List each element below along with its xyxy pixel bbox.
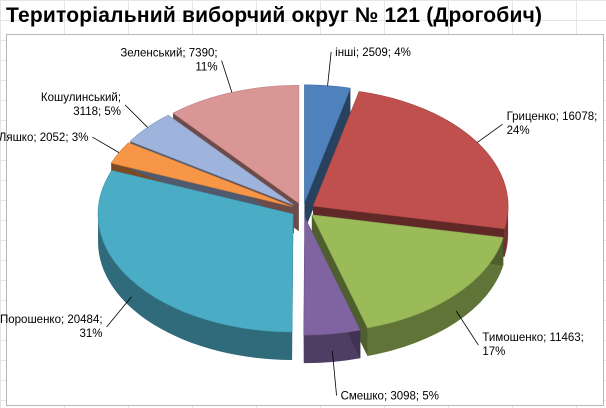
slice-Тимошенко (311, 214, 504, 329)
data-label-інші: інші; 2509; 4% (335, 47, 411, 59)
slice-wall-2 (367, 237, 504, 356)
slice-Смешко (303, 216, 361, 336)
leader-line-3 (331, 350, 337, 396)
leader-line-1 (477, 123, 503, 143)
data-label-Гриценко: Гриценко; 16078; (507, 111, 598, 123)
leader-line-0 (327, 51, 332, 86)
chart-title: Територіальний виборчий округ № 121 (Дро… (6, 4, 543, 27)
data-label-line2-Тимошенко: 17% (482, 346, 505, 358)
data-label-line2-Кошулинський: 3118; 5% (73, 106, 121, 118)
leader-line-2 (455, 310, 479, 346)
data-label-line2-Порошенко: 31% (80, 328, 103, 340)
leader-line-7 (221, 60, 233, 93)
data-label-line2-Гриценко: 24% (507, 125, 530, 137)
leader-line-6 (124, 104, 148, 128)
data-label-Тимошенко: Тимошенко; 11463; (482, 332, 583, 344)
data-label-line2-Зеленський: 11% (195, 61, 217, 73)
slice-wall-4 (98, 214, 293, 361)
data-label-Зеленський: Зеленський; 7390; (120, 47, 217, 59)
leader-line-4 (106, 296, 132, 328)
data-label-Порошенко: Порошенко; 20484; (0, 314, 103, 326)
slice-wall-3 (303, 330, 361, 364)
data-label-Смешко: Смешко; 3098; 5% (341, 391, 439, 403)
slice-Порошенко (97, 170, 294, 333)
leader-line-5 (92, 136, 120, 153)
slice-Кошулинський (129, 114, 295, 206)
slice-side-0-1 (304, 88, 351, 231)
data-label-Кошулинський: Кошулинський; (41, 92, 121, 104)
data-label-Ляшко: Ляшко; 2052; 3% (0, 132, 88, 144)
